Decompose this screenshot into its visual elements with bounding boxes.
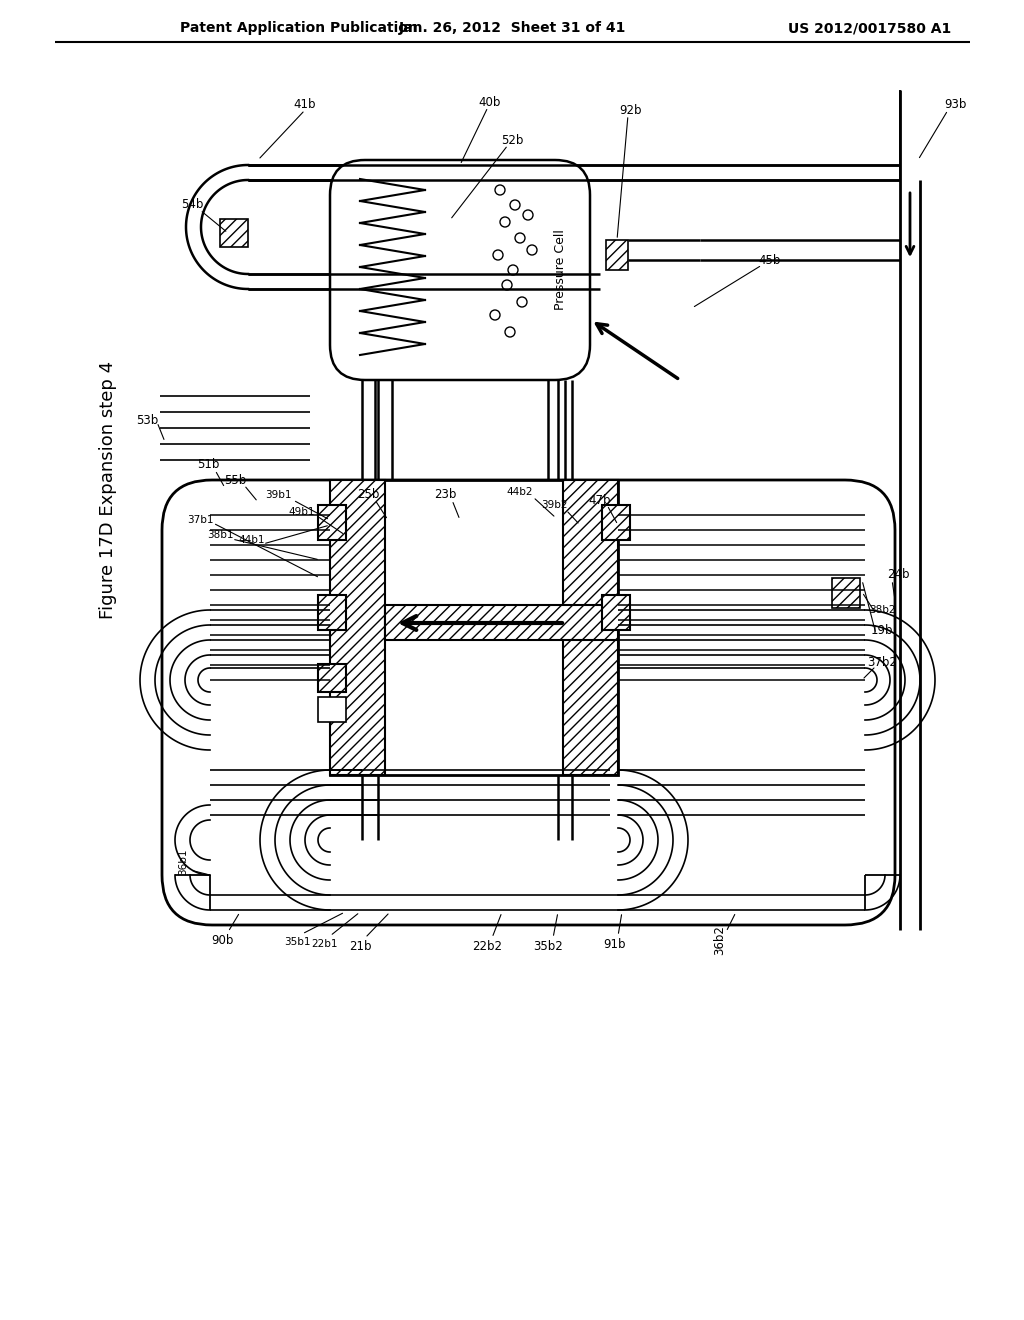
Text: 39b2: 39b2 [541,500,567,510]
Bar [602,595,630,630]
Text: 35b1: 35b1 [284,937,310,946]
Bar [330,480,385,775]
Text: 25b: 25b [356,488,379,502]
Text: 55b: 55b [224,474,246,487]
Bar [330,480,618,775]
Text: 23b: 23b [434,488,456,502]
Text: 49b1: 49b1 [289,507,315,517]
Text: Pressure Cell: Pressure Cell [554,230,566,310]
Text: 54b: 54b [181,198,203,211]
Text: 40b: 40b [479,95,501,108]
Text: 22b1: 22b1 [311,939,338,949]
Bar [318,595,346,630]
Text: 36b2: 36b2 [714,925,726,954]
Text: 36b1: 36b1 [178,849,188,875]
FancyBboxPatch shape [330,160,590,380]
Text: 24b: 24b [887,569,909,582]
Bar [318,664,346,692]
Text: Jan. 26, 2012  Sheet 31 of 41: Jan. 26, 2012 Sheet 31 of 41 [398,21,626,36]
Text: 44b2: 44b2 [507,487,534,498]
Text: 19b: 19b [870,623,893,636]
Text: 37b2: 37b2 [867,656,897,668]
Bar [385,605,618,640]
Bar [220,219,248,247]
Text: 51b: 51b [197,458,219,471]
Bar [606,240,628,271]
Text: 90b: 90b [211,933,233,946]
Text: 53b: 53b [136,413,158,426]
Text: 91b: 91b [604,937,627,950]
Bar [602,506,630,540]
Text: 93b: 93b [944,99,967,111]
Text: 22b2: 22b2 [472,940,502,953]
Bar [831,578,860,609]
Text: 45b: 45b [759,253,781,267]
Bar [318,697,346,722]
Text: 44b1: 44b1 [239,535,265,545]
Text: 47b: 47b [589,494,611,507]
Text: 92b: 92b [618,103,641,116]
Bar [318,506,346,540]
Text: 39b1: 39b1 [265,490,291,500]
Text: 35b2: 35b2 [534,940,563,953]
Text: 41b: 41b [294,99,316,111]
Text: Figure 17D Expansion step 4: Figure 17D Expansion step 4 [99,360,117,619]
Text: US 2012/0017580 A1: US 2012/0017580 A1 [788,21,951,36]
Text: 38b1: 38b1 [207,531,233,540]
Text: 52b: 52b [501,133,523,147]
Text: 21b: 21b [349,940,372,953]
Text: Patent Application Publication: Patent Application Publication [180,21,418,36]
Text: 38b2: 38b2 [868,605,895,615]
Bar [563,480,618,775]
Text: 37b1: 37b1 [186,515,213,525]
